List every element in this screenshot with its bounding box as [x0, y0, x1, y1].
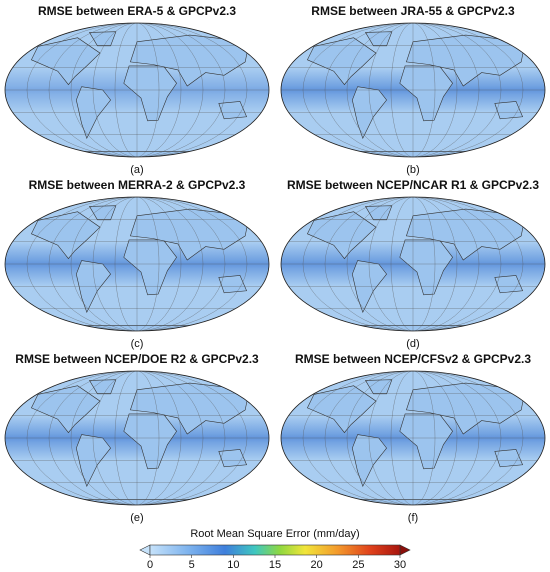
map [5, 23, 269, 157]
colorbar [149, 544, 401, 556]
land [306, 211, 377, 260]
panel-title: RMSE between JRA-55 & GPCPv2.3 [311, 4, 515, 18]
panel-label: (e) [130, 512, 143, 524]
colorbar-tick-label: 5 [189, 559, 195, 571]
colorbar-tick-label: 0 [147, 559, 153, 571]
map-border [280, 22, 546, 158]
land [494, 449, 524, 468]
land [494, 101, 524, 120]
colorbar-label: Root Mean Square Error (mm/day) [190, 528, 359, 540]
map-border [4, 196, 270, 332]
panel-label: (f) [408, 512, 418, 524]
panel-title: RMSE between NCEP/DOE R2 & GPCPv2.3 [15, 352, 259, 366]
map [281, 197, 545, 331]
map [5, 371, 269, 505]
colorbar-extend-high [399, 544, 411, 556]
colorbar-tick-label: 15 [269, 559, 281, 571]
land [406, 34, 526, 87]
map [5, 197, 269, 331]
panel-label: (d) [406, 338, 419, 350]
land [30, 385, 101, 434]
map-border [4, 22, 270, 158]
panel-label: (a) [130, 164, 143, 176]
land [306, 37, 377, 86]
panel-title: RMSE between MERRA-2 & GPCPv2.3 [29, 178, 246, 192]
colorbar-tick-label: 30 [394, 559, 406, 571]
land [364, 31, 393, 47]
colorbar-tick-label: 20 [311, 559, 323, 571]
map-border [280, 196, 546, 332]
map-border [4, 370, 270, 506]
colorbar-tick-label: 25 [352, 559, 364, 571]
panel-title: RMSE between NCEP/NCAR R1 & GPCPv2.3 [287, 178, 539, 192]
panel-title: RMSE between ERA-5 & GPCPv2.3 [38, 4, 236, 18]
map [281, 23, 545, 157]
land [30, 37, 101, 86]
land [218, 275, 248, 294]
land [406, 382, 526, 435]
land [88, 379, 117, 395]
land [88, 205, 117, 221]
land [130, 34, 250, 87]
panel-title: RMSE between NCEP/CFSv2 & GPCPv2.3 [295, 352, 531, 366]
land [494, 275, 524, 294]
colorbar-extend-low [139, 544, 151, 556]
panel-label: (b) [406, 164, 419, 176]
land [130, 208, 250, 261]
land [30, 211, 101, 260]
map-border [280, 370, 546, 506]
land [406, 208, 526, 261]
land [364, 379, 393, 395]
panel-label: (c) [131, 338, 144, 350]
land [130, 382, 250, 435]
land [306, 385, 377, 434]
land [218, 101, 248, 120]
colorbar-tick-label: 10 [227, 559, 239, 571]
land [364, 205, 393, 221]
map [281, 371, 545, 505]
land [88, 31, 117, 47]
land [218, 449, 248, 468]
